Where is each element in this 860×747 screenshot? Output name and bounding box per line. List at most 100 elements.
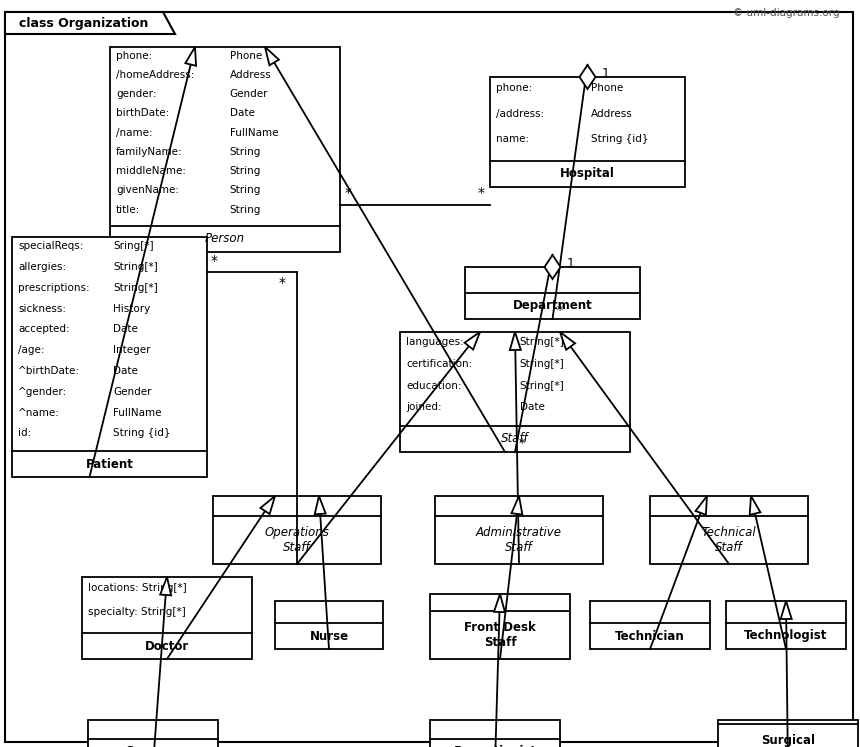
Polygon shape [512,496,522,515]
Polygon shape [315,496,326,515]
Text: Person: Person [205,232,245,246]
Polygon shape [696,496,707,515]
Text: *: * [556,304,562,317]
Text: String[*]: String[*] [519,337,564,347]
Text: Date: Date [519,403,544,412]
Text: /homeAddress:: /homeAddress: [116,70,194,80]
Text: locations: String[*]: locations: String[*] [88,583,187,593]
Text: birthDate:: birthDate: [116,108,169,119]
Text: phone:: phone: [496,84,532,93]
Text: sickness:: sickness: [18,304,66,314]
Text: Date: Date [114,324,138,335]
Text: Address: Address [230,70,272,80]
Polygon shape [781,601,792,619]
Text: *: * [478,187,485,200]
Text: Operations
Staff: Operations Staff [265,526,329,554]
Bar [275,601,383,649]
Polygon shape [186,47,196,66]
Text: Nurse: Nurse [310,630,348,642]
Bar [82,577,252,659]
Bar [718,720,858,747]
Text: Sring[*]: Sring[*] [114,241,154,251]
Text: gender:: gender: [116,89,157,99]
Polygon shape [750,496,760,515]
Text: ^name:: ^name: [18,408,60,418]
Polygon shape [5,12,175,34]
Text: String: String [230,166,261,176]
Text: *: * [211,254,218,268]
Polygon shape [544,255,561,279]
Text: /address:: /address: [496,109,544,119]
Text: Front Desk
Staff: Front Desk Staff [464,621,536,649]
Bar [490,77,685,187]
Text: certification:: certification: [406,359,472,369]
Polygon shape [261,496,275,514]
Text: id:: id: [18,428,31,438]
Text: Phone: Phone [230,51,261,61]
Text: Doctor: Doctor [144,639,189,652]
Text: /name:: /name: [116,128,152,137]
Bar [400,332,630,452]
Text: String {id}: String {id} [114,428,171,438]
Text: Receptionist: Receptionist [453,746,537,747]
Bar [88,720,218,747]
Text: prescriptions:: prescriptions: [18,283,89,293]
Text: String[*]: String[*] [114,283,158,293]
Text: Technician: Technician [615,630,685,642]
Text: *: * [345,187,352,200]
Text: familyName:: familyName: [116,147,182,157]
Bar [213,496,381,564]
Polygon shape [464,332,480,350]
Text: ^gender:: ^gender: [18,387,67,397]
Text: accepted:: accepted: [18,324,70,335]
Text: Technical
Staff: Technical Staff [702,526,756,554]
Text: phone:: phone: [116,51,152,61]
Text: Gender: Gender [114,387,152,397]
Polygon shape [510,332,521,350]
Text: Gender: Gender [230,89,268,99]
Text: Patient: Patient [85,457,133,471]
Text: String {id}: String {id} [592,134,649,144]
Bar [435,496,603,564]
Text: Surgical
Technologist: Surgical Technologist [746,734,830,747]
Text: Integer: Integer [114,345,150,356]
Text: class Organization: class Organization [19,16,149,29]
Text: name:: name: [496,134,529,144]
Text: middleName:: middleName: [116,166,186,176]
Text: String[*]: String[*] [519,359,564,369]
Text: FullName: FullName [114,408,162,418]
Text: specialty: String[*]: specialty: String[*] [88,607,186,617]
Text: Department: Department [513,300,593,312]
Text: /age:: /age: [18,345,45,356]
Text: allergies:: allergies: [18,262,66,272]
Text: String: String [230,185,261,196]
Polygon shape [265,47,279,65]
Bar [650,496,808,564]
Text: History: History [114,304,150,314]
Text: givenName:: givenName: [116,185,179,196]
Text: 1: 1 [567,257,574,270]
Text: title:: title: [116,205,140,214]
Text: String[*]: String[*] [114,262,158,272]
Text: String[*]: String[*] [519,380,564,391]
Bar [465,267,640,319]
Text: Date: Date [230,108,255,119]
Text: Hospital: Hospital [560,167,615,181]
Text: © uml-diagrams.org: © uml-diagrams.org [734,8,840,18]
Text: Address: Address [592,109,633,119]
Text: Staff: Staff [501,433,529,445]
Text: education:: education: [406,380,462,391]
Polygon shape [580,65,595,89]
Text: specialReqs:: specialReqs: [18,241,83,251]
Text: FullName: FullName [230,128,278,137]
Bar [430,720,560,747]
Bar [726,601,846,649]
Text: String: String [230,147,261,157]
Bar [110,47,340,252]
Text: Administrative
Staff: Administrative Staff [476,526,562,554]
Bar [12,237,207,477]
Text: String: String [230,205,261,214]
Text: Phone: Phone [592,84,624,93]
Text: Date: Date [114,366,138,376]
Bar [590,601,710,649]
